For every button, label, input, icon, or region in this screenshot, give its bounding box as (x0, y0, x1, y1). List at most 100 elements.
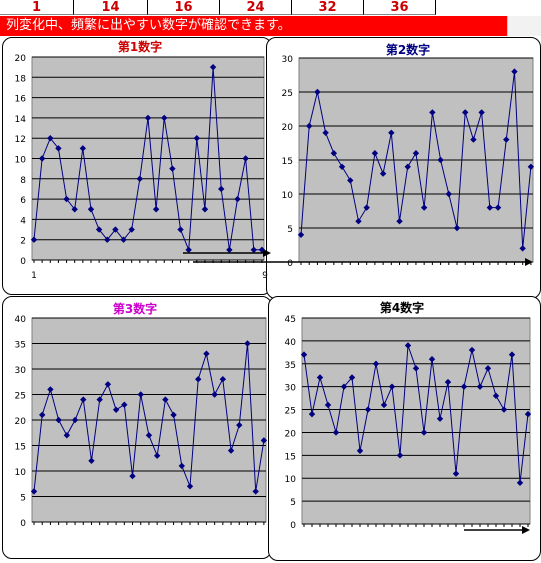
data-point (470, 136, 477, 143)
y-tick-label: 10 (285, 475, 297, 485)
data-point (201, 206, 209, 213)
data-point (478, 109, 485, 116)
y-tick-label: 20 (282, 123, 294, 133)
data-point (71, 416, 79, 424)
data-point (356, 447, 364, 454)
data-point (226, 246, 233, 254)
data-point (484, 365, 492, 372)
data-point (218, 185, 225, 193)
data-point (260, 437, 268, 444)
data-point (209, 63, 217, 71)
y-tick-label: 8 (20, 176, 26, 186)
data-point (372, 360, 380, 367)
data-point (112, 406, 120, 413)
chart-1: 第1数字 0 2 4 6 8 10 12 14 16 18 20 1 9 (15, 39, 271, 281)
y-tick-label: 10 (15, 468, 27, 478)
data-point (437, 156, 444, 164)
data-point (468, 346, 476, 354)
y-tick-label: 30 (15, 366, 27, 376)
chart-title: 第2数字 (386, 42, 430, 57)
data-point (492, 392, 500, 400)
data-point (388, 129, 395, 136)
y-tick-label: 12 (15, 135, 26, 145)
data-point (112, 226, 119, 233)
y-tick-label: 25 (282, 89, 293, 99)
data-point (436, 415, 444, 422)
banner-text: 列変化中、頻繁に出やすい数字が確認できます。 (0, 16, 507, 36)
number-cell-5: 32 (292, 0, 364, 15)
data-point (500, 406, 508, 413)
y-tick-label: 5 (20, 494, 26, 504)
y-tick-label: 25 (285, 407, 296, 417)
y-tick-label: 10 (15, 156, 27, 166)
data-point (178, 462, 185, 470)
data-point (371, 150, 379, 157)
y-tick-label: 30 (285, 384, 297, 394)
number-cell-2: 14 (74, 0, 148, 15)
data-point (236, 421, 243, 429)
number-cell-4: 24 (220, 0, 292, 15)
number-header-row: 1 14 16 24 32 36 (0, 0, 541, 15)
data-point (527, 163, 535, 170)
data-point (63, 195, 70, 203)
data-point (445, 190, 452, 198)
data-point (80, 396, 87, 403)
data-point (104, 236, 111, 243)
data-point (250, 246, 257, 254)
y-tick-label: 0 (20, 519, 26, 529)
data-point (322, 129, 329, 136)
y-tick-label: 18 (15, 74, 27, 84)
data-point (153, 452, 161, 459)
data-point (120, 236, 127, 243)
data-point (96, 396, 103, 403)
data-point (340, 383, 348, 390)
arrow-head (525, 258, 533, 266)
data-point (428, 356, 436, 363)
data-point (87, 206, 95, 213)
y-tick-label: 15 (285, 452, 296, 462)
data-point (47, 135, 54, 142)
y-tick-label: 25 (15, 392, 26, 402)
banner-spacer (507, 16, 541, 36)
data-point (420, 204, 428, 211)
y-tick-label: 40 (285, 338, 297, 348)
data-point (170, 411, 177, 419)
data-point (460, 383, 468, 390)
chart-4: 第4数字 0 5 10 15 20 25 30 35 40 45 (285, 300, 532, 534)
y-tick-label: 40 (15, 315, 27, 325)
data-point (145, 432, 153, 439)
data-point (55, 416, 62, 424)
data-point (137, 391, 144, 398)
data-point (244, 340, 251, 347)
y-tick-label: 35 (285, 361, 296, 371)
data-point (462, 109, 469, 116)
data-point (314, 88, 321, 96)
data-point (316, 374, 324, 381)
data-point (388, 383, 396, 390)
data-point (203, 350, 210, 357)
y-tick-label: 45 (285, 315, 296, 325)
y-tick-label: 6 (20, 196, 26, 206)
data-point (195, 376, 202, 383)
data-point (169, 165, 176, 172)
data-point (104, 381, 112, 388)
data-point (508, 351, 516, 358)
data-point (396, 452, 404, 459)
data-point (503, 136, 510, 143)
data-point (332, 429, 340, 436)
data-point (429, 109, 436, 116)
data-point (396, 218, 403, 225)
data-point (219, 376, 227, 383)
data-point (95, 226, 103, 233)
data-point (252, 488, 259, 495)
data-point (38, 155, 46, 162)
data-point (476, 383, 484, 390)
data-point (234, 195, 241, 203)
data-point (161, 114, 168, 122)
chart-title: 第3数字 (113, 301, 157, 316)
data-point (412, 150, 420, 157)
data-point (30, 236, 38, 243)
y-tick-label: 4 (20, 216, 26, 226)
y-tick-label: 20 (285, 429, 297, 439)
